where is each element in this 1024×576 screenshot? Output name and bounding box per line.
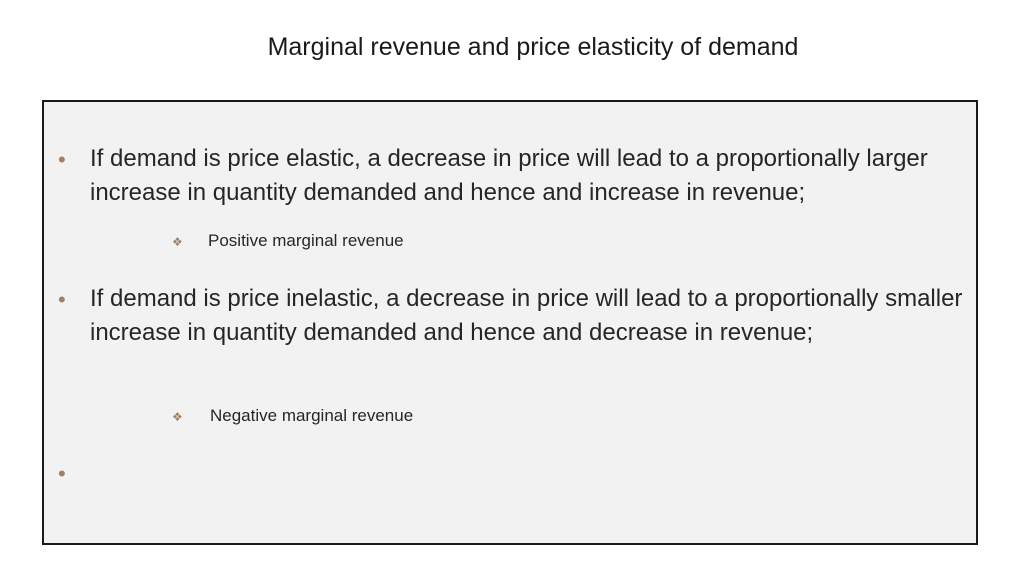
bullet-dot-icon: •	[58, 461, 66, 486]
sub-bullet-text: Negative marginal revenue	[210, 406, 414, 425]
bullet-text: If demand is price elastic, a decrease i…	[90, 145, 928, 206]
content-box: • If demand is price elastic, a decrease…	[42, 100, 978, 545]
slide-title: Marginal revenue and price elasticity of…	[267, 33, 799, 61]
bullet-dot-icon: •	[58, 147, 66, 172]
diamond-bullet-icon: ❖	[172, 410, 183, 424]
bullet-dot-icon: •	[58, 287, 66, 312]
sub-bullet-negative: ❖ Negative marginal revenue	[172, 405, 772, 429]
bullet-text: If demand is price inelastic, a decrease…	[90, 285, 963, 346]
diamond-bullet-icon: ❖	[172, 235, 183, 249]
sub-bullet-text: Positive marginal revenue	[208, 231, 404, 250]
sub-bullet-positive: ❖ Positive marginal revenue	[172, 230, 772, 254]
